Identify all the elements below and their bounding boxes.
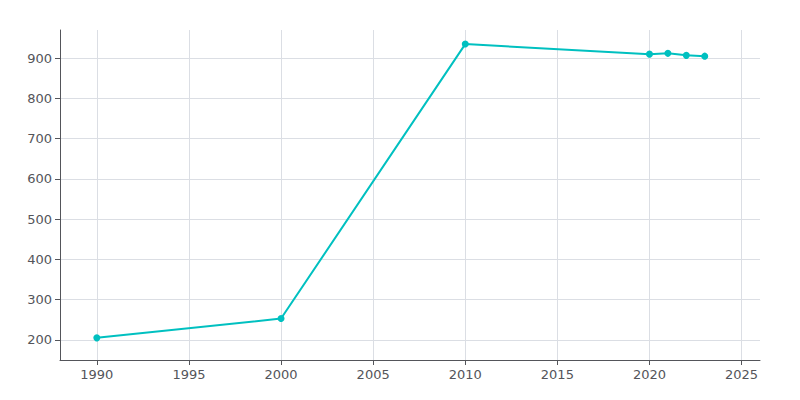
svg-text:1995: 1995 xyxy=(172,367,205,382)
svg-text:800: 800 xyxy=(27,91,52,106)
svg-text:700: 700 xyxy=(27,131,52,146)
svg-text:2000: 2000 xyxy=(265,367,298,382)
svg-text:300: 300 xyxy=(27,292,52,307)
svg-text:2015: 2015 xyxy=(541,367,574,382)
svg-text:2005: 2005 xyxy=(357,367,390,382)
svg-text:2025: 2025 xyxy=(725,367,758,382)
svg-text:2010: 2010 xyxy=(449,367,482,382)
svg-text:200: 200 xyxy=(27,332,52,347)
svg-text:2020: 2020 xyxy=(633,367,666,382)
svg-text:500: 500 xyxy=(27,212,52,227)
svg-text:600: 600 xyxy=(27,171,52,186)
svg-text:1990: 1990 xyxy=(80,367,113,382)
svg-text:400: 400 xyxy=(27,252,52,267)
svg-text:900: 900 xyxy=(27,51,52,66)
